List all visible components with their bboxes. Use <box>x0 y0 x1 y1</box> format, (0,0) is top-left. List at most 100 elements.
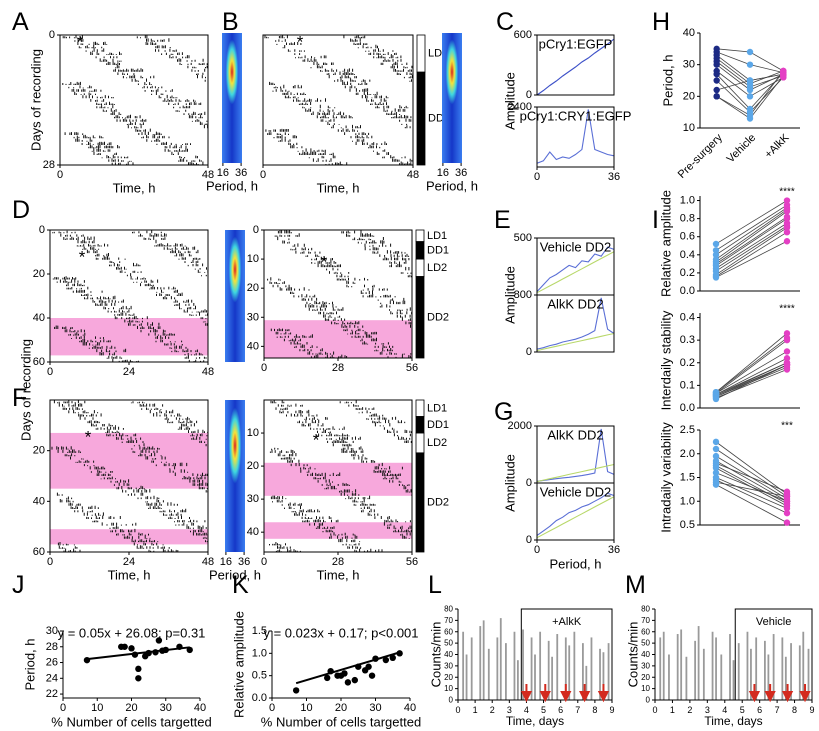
point <box>783 488 791 495</box>
y-axis-label: Days of recording <box>19 339 34 441</box>
panel-letter: F <box>12 384 27 412</box>
bar <box>564 637 567 700</box>
x-tick-label: 36 <box>238 556 250 568</box>
y-axis-label: Intradaily variability <box>659 422 674 533</box>
arrow <box>748 684 761 703</box>
panel-letter: E <box>494 206 511 234</box>
point <box>713 77 720 84</box>
x-axis-label: Period, h <box>206 179 258 194</box>
y-tick-label: 0.2 <box>680 267 695 279</box>
bar <box>568 645 571 700</box>
y-tick-label: 20 <box>247 282 259 294</box>
point <box>713 61 720 68</box>
subject-line <box>715 448 788 497</box>
y-tick-label: 0 <box>253 224 259 236</box>
point <box>396 650 403 657</box>
x-tick-label: 5 <box>541 705 546 715</box>
bar <box>711 631 714 700</box>
x-axis-label: % Number of cells targetted <box>261 715 421 730</box>
y-tick-label: 26 <box>46 657 58 669</box>
phase-bar <box>415 416 425 434</box>
point <box>351 676 358 684</box>
bar <box>479 626 482 700</box>
y-tick-label: 30 <box>444 661 453 670</box>
panel-letter: D <box>12 196 30 224</box>
y-tick-label: 20 <box>444 673 453 682</box>
bar <box>556 634 559 700</box>
panel-letter: J <box>12 571 25 599</box>
x-tick-label: 7 <box>575 705 580 715</box>
phase-bar <box>415 276 425 359</box>
y-tick-label: 20 <box>33 445 45 457</box>
point <box>783 215 791 222</box>
point <box>783 498 791 505</box>
bar <box>590 637 593 700</box>
subject-line <box>715 209 788 260</box>
y-tick-label: 1.0 <box>680 495 695 507</box>
bar <box>702 648 705 700</box>
point <box>713 93 720 100</box>
bar <box>668 654 670 700</box>
bar <box>602 652 605 700</box>
x-tick-label: 0 <box>57 169 63 181</box>
periodogram-peak <box>445 39 459 105</box>
bar <box>522 629 524 700</box>
x-tick-label: 16 <box>220 556 232 568</box>
panel-letter: A <box>12 8 29 36</box>
point <box>783 509 791 517</box>
x-axis-label: Period, h <box>549 557 601 572</box>
x-tick-label: 48 <box>407 169 419 181</box>
y-axis-label: Relative amplitude <box>659 190 674 297</box>
arrow <box>539 684 551 703</box>
panel-letter: M <box>625 571 646 599</box>
bar <box>539 631 542 700</box>
y-tick-label: 0 <box>526 89 532 101</box>
phase-bar <box>416 34 426 73</box>
y-tick-label: 1.5 <box>680 472 695 484</box>
point <box>389 654 396 661</box>
point <box>131 651 139 658</box>
bar <box>662 631 665 700</box>
shaded-epoch <box>264 320 412 358</box>
subject-line <box>715 216 788 265</box>
y-tick-label: 28 <box>43 159 55 171</box>
panel-letter: C <box>496 8 514 36</box>
arrow <box>799 684 811 703</box>
bar <box>573 631 576 700</box>
plot-frame <box>262 34 414 166</box>
point <box>713 70 720 78</box>
y-tick-label: 0.1 <box>680 379 695 391</box>
point <box>324 674 331 682</box>
bar <box>530 637 533 700</box>
y-tick-label: 70 <box>641 616 650 625</box>
shaded-epoch <box>264 462 412 496</box>
plot-frame <box>59 34 209 166</box>
x-tick-label: 0 <box>534 544 540 556</box>
bar <box>755 637 758 700</box>
point <box>783 228 791 236</box>
y-tick-label: 0 <box>526 477 532 489</box>
x-tick-label: 4 <box>524 705 529 715</box>
x-tick-label: 8 <box>792 705 797 715</box>
point <box>145 649 152 657</box>
x-tick-label: 28 <box>332 362 344 374</box>
x-axis-label: Period, h <box>426 179 478 194</box>
bar <box>767 654 770 700</box>
y-tick-label: 80 <box>444 605 453 614</box>
y-tick-label: 30 <box>46 625 58 637</box>
phase-label: DD1 <box>427 244 449 256</box>
y-tick-label: 2.5 <box>680 424 695 436</box>
phase-bar <box>415 399 425 417</box>
trace <box>536 246 615 292</box>
y-tick-label: 28 <box>46 641 58 653</box>
y-tick-label: 70 <box>444 616 453 625</box>
point <box>712 240 720 248</box>
marker: * <box>321 253 328 272</box>
panel-letter: B <box>222 8 239 36</box>
subject-line <box>715 472 788 502</box>
x-tick-label: 16 <box>217 167 229 179</box>
y-tick-label: 1.5 <box>252 625 267 637</box>
y-tick-label: 24 <box>46 672 58 684</box>
x-tick-label: 48 <box>202 366 214 378</box>
panel-letter: H <box>652 8 670 36</box>
